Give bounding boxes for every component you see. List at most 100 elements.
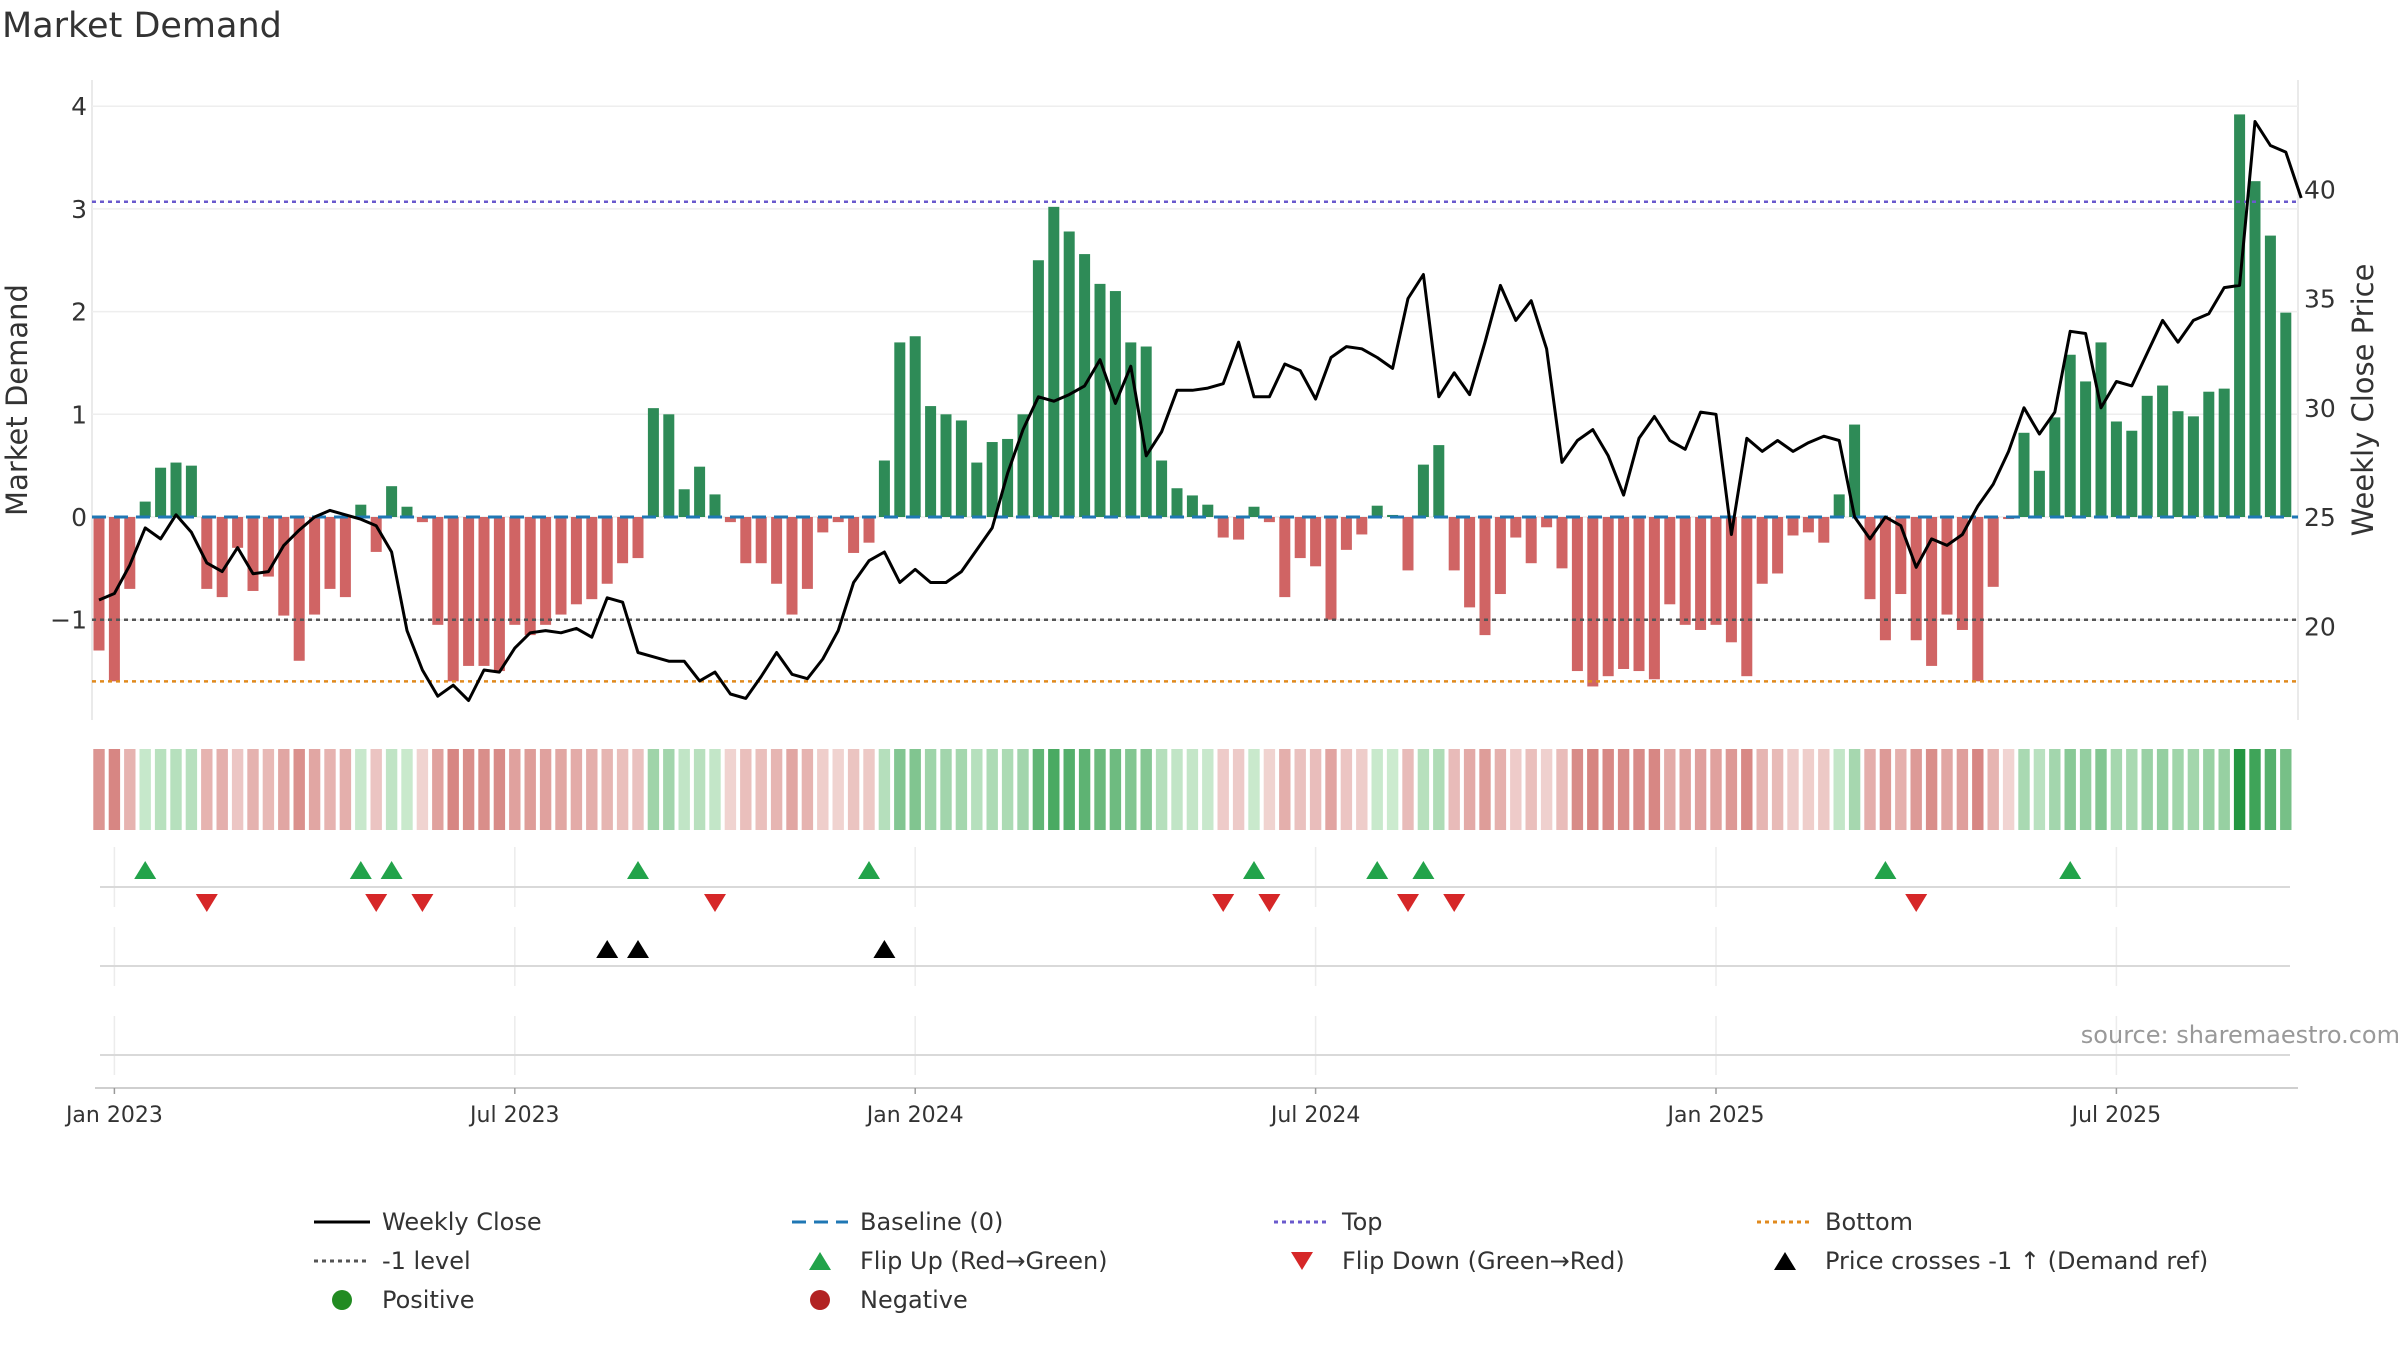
heat-strip-cell — [1032, 749, 1045, 830]
heat-strip-cell — [740, 749, 752, 830]
demand-bar — [2080, 381, 2092, 517]
demand-bar — [817, 517, 829, 533]
heat-strip-cell — [1787, 749, 1799, 830]
heat-strip-cell — [1987, 749, 1999, 830]
heat-strip-cell — [201, 749, 213, 830]
demand-bar — [1433, 445, 1445, 517]
demand-bar — [647, 408, 659, 517]
demand-bar — [925, 406, 937, 517]
demand-bar — [1895, 517, 1907, 595]
heat-strip-cell — [370, 749, 382, 830]
heat-strip-cell — [1371, 749, 1383, 830]
demand-bar — [2018, 432, 2030, 517]
heat-strip-cell — [2079, 749, 2092, 830]
y-right-tick-label: 30 — [2304, 394, 2336, 423]
demand-bar — [771, 517, 783, 584]
heat-strip-cell — [324, 749, 336, 830]
demand-bar — [1063, 231, 1075, 517]
demand-bar — [1910, 517, 1922, 641]
heat-strip-cell — [339, 749, 352, 830]
demand-bar — [2203, 391, 2215, 517]
demand-bar — [570, 517, 582, 605]
demand-bar — [355, 504, 367, 517]
demand-bar — [386, 486, 398, 517]
heat-strip-cell — [1617, 749, 1630, 830]
demand-bar — [1233, 517, 1245, 540]
demand-bar — [1371, 505, 1383, 517]
demand-bar — [540, 517, 552, 625]
demand-bar — [740, 517, 752, 564]
demand-bar — [1633, 517, 1645, 672]
y-left-axis-label: Market Demand — [0, 284, 34, 516]
flip-down-marker — [1258, 894, 1281, 912]
heat-strip-cell — [894, 749, 906, 830]
y-right-tick-label: 40 — [2304, 175, 2336, 204]
demand-bar — [93, 517, 105, 651]
demand-bar — [955, 420, 967, 517]
heat-strip-cell — [1448, 749, 1460, 830]
heat-strip-cell — [154, 749, 167, 830]
demand-bar — [1310, 517, 1322, 567]
heat-strip-cell — [1094, 749, 1106, 830]
demand-bar — [1956, 517, 1968, 630]
demand-bar — [339, 517, 351, 598]
heat-strip-cell — [1232, 749, 1245, 830]
heat-strip-cell — [385, 749, 398, 830]
y-right-tick-label: 35 — [2304, 285, 2336, 314]
flip-up-marker — [1874, 861, 1897, 879]
heat-strip-cell — [1140, 749, 1152, 830]
y-left-tick-label: 2 — [71, 298, 87, 327]
demand-bar — [1987, 517, 1999, 587]
heat-strip-cell — [108, 749, 121, 830]
demand-bar — [1664, 517, 1676, 605]
flip-up-marker — [134, 861, 157, 879]
heat-strip-cell — [1125, 749, 1137, 830]
demand-bar — [1756, 517, 1768, 584]
heat-strip-cell — [2187, 749, 2200, 830]
demand-bar — [1787, 517, 1799, 536]
demand-bar — [293, 517, 305, 661]
demand-bar — [2218, 388, 2230, 517]
flip-up-marker — [349, 861, 372, 879]
y-left-tick-label: 4 — [71, 92, 87, 121]
heat-strip-cell — [755, 749, 767, 830]
demand-bar — [401, 506, 413, 517]
heat-strip-cell — [1587, 749, 1599, 830]
y-left-tick-label: −1 — [50, 606, 87, 635]
demand-bar — [1464, 517, 1476, 608]
heat-strip-cell — [1540, 749, 1553, 830]
heat-strip-cell — [1356, 749, 1368, 830]
heat-strip-cell — [247, 749, 259, 830]
demand-bar — [786, 517, 798, 615]
flip-up-marker — [2059, 861, 2082, 879]
heat-strip-cell — [2172, 749, 2184, 830]
heat-strip-cell — [1972, 749, 1984, 830]
heat-strip-cell — [1648, 749, 1661, 830]
demand-bar — [1587, 517, 1599, 687]
flip-down-marker — [195, 894, 218, 912]
heat-strip-cell — [2264, 749, 2277, 830]
demand-bar — [370, 517, 382, 552]
heat-strip-cell — [401, 749, 413, 830]
demand-bar — [601, 517, 613, 584]
demand-bar — [1325, 517, 1337, 620]
demand-bar — [1571, 517, 1583, 672]
heat-strip-cell — [1725, 749, 1738, 830]
demand-bar — [2187, 416, 2199, 517]
demand-bar — [416, 517, 428, 523]
heat-strip-cell — [1956, 749, 1969, 830]
demand-bar — [463, 517, 475, 666]
heat-strip-cell — [586, 749, 598, 830]
demand-bar — [1263, 517, 1275, 523]
chart-title: Market Demand — [2, 6, 282, 46]
demand-bar — [2110, 421, 2122, 517]
demand-bar — [2064, 354, 2076, 517]
demand-bar — [1802, 517, 1814, 533]
heat-strip-cell — [1571, 749, 1584, 830]
heat-strip-cell — [1217, 749, 1229, 830]
heat-strip-cell — [832, 749, 844, 830]
demand-bar — [1448, 517, 1460, 571]
demand-bar — [1479, 517, 1491, 636]
heat-strip-cell — [1017, 749, 1029, 830]
heat-strip-cell — [1186, 749, 1199, 830]
